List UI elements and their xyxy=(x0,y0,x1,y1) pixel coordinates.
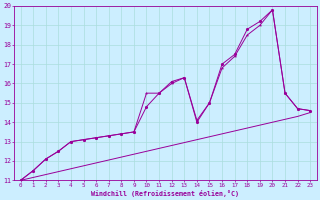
X-axis label: Windchill (Refroidissement éolien,°C): Windchill (Refroidissement éolien,°C) xyxy=(92,190,239,197)
